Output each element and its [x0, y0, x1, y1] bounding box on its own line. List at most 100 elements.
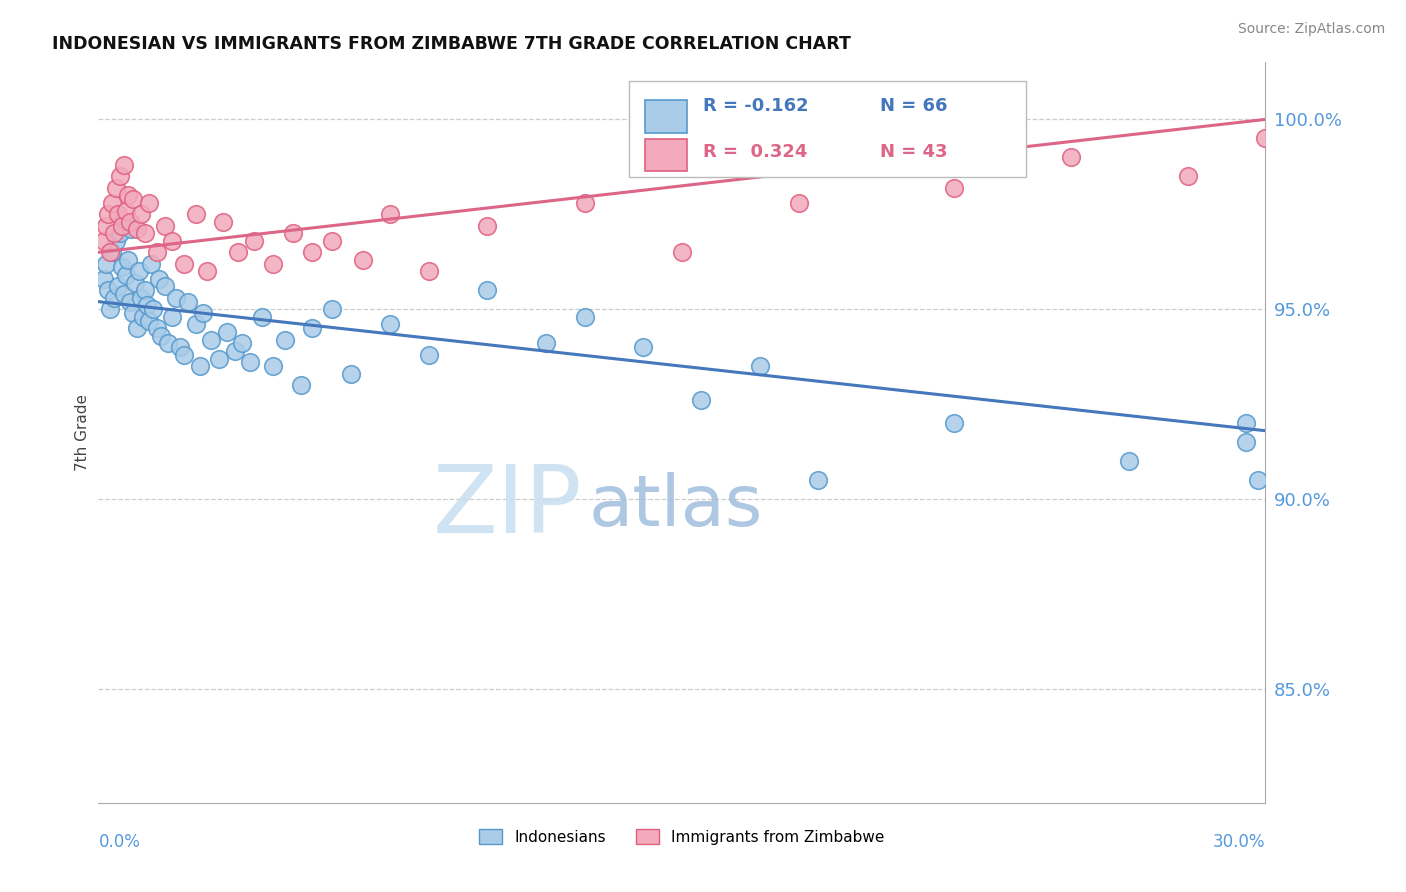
Point [107, 279, 129, 293]
Point [274, 333, 297, 347]
Point [301, 321, 323, 335]
Point [127, 222, 149, 236]
Point [117, 252, 139, 267]
Point [148, 272, 170, 286]
Point [103, 227, 125, 241]
Point [107, 207, 129, 221]
Point [121, 222, 143, 236]
Point [748, 359, 770, 374]
Point [134, 227, 156, 241]
Point [173, 348, 195, 362]
Point [149, 328, 172, 343]
Text: INDONESIAN VS IMMIGRANTS FROM ZIMBABWE 7TH GRADE CORRELATION CHART: INDONESIAN VS IMMIGRANTS FROM ZIMBABWE 7… [52, 35, 851, 53]
Point [136, 298, 159, 312]
Point [631, 340, 654, 354]
Point [340, 367, 363, 381]
Point [142, 302, 165, 317]
Point [215, 325, 238, 339]
Point [114, 268, 136, 282]
Legend: Indonesians, Immigrants from Zimbabwe: Indonesians, Immigrants from Zimbabwe [472, 822, 891, 851]
Point [787, 195, 810, 210]
Point [1060, 150, 1083, 164]
Point [239, 355, 262, 369]
Text: N = 43: N = 43 [880, 144, 948, 161]
Point [122, 192, 145, 206]
Point [146, 321, 169, 335]
Point [943, 416, 966, 430]
Point [418, 264, 440, 278]
Point [153, 279, 176, 293]
Point [93, 272, 115, 286]
Point [943, 180, 966, 194]
Point [118, 215, 141, 229]
Point [380, 207, 402, 221]
Point [477, 283, 499, 297]
Point [807, 473, 830, 487]
Point [671, 245, 693, 260]
Text: 30.0%: 30.0% [1213, 833, 1265, 851]
Point [132, 310, 155, 324]
Point [122, 306, 145, 320]
Point [118, 294, 141, 309]
Point [281, 227, 304, 241]
Point [162, 234, 184, 248]
Text: R = -0.162: R = -0.162 [703, 97, 808, 115]
Point [124, 276, 146, 290]
Point [117, 188, 139, 202]
Point [127, 321, 149, 335]
Point [301, 245, 323, 260]
Text: ZIP: ZIP [433, 460, 582, 553]
Point [101, 245, 124, 260]
Point [195, 264, 218, 278]
Point [103, 291, 125, 305]
Point [574, 310, 596, 324]
Y-axis label: 7th Grade: 7th Grade [75, 394, 90, 471]
Point [188, 359, 211, 374]
Point [380, 318, 402, 332]
Point [228, 245, 250, 260]
Point [321, 234, 343, 248]
Bar [630, 81, 1026, 178]
Point [96, 219, 118, 233]
Point [138, 195, 160, 210]
Point [231, 336, 253, 351]
Point [129, 291, 152, 305]
Point [184, 318, 207, 332]
Point [352, 252, 374, 267]
Point [290, 378, 312, 392]
Point [112, 287, 135, 301]
Point [96, 257, 118, 271]
Text: atlas: atlas [589, 472, 763, 541]
Point [193, 306, 215, 320]
Point [418, 348, 440, 362]
Point [250, 310, 273, 324]
Point [262, 359, 284, 374]
Point [98, 302, 121, 317]
Point [212, 215, 235, 229]
Point [243, 234, 266, 248]
Point [134, 283, 156, 297]
Point [157, 336, 180, 351]
Point [169, 340, 191, 354]
Point [108, 169, 131, 184]
Point [97, 207, 120, 221]
Point [112, 158, 135, 172]
Point [128, 264, 150, 278]
Point [165, 291, 187, 305]
Point [138, 313, 160, 327]
Point [1177, 169, 1199, 184]
Point [262, 257, 284, 271]
Point [224, 343, 246, 358]
Text: N = 66: N = 66 [880, 97, 948, 115]
Text: 0.0%: 0.0% [98, 833, 141, 851]
Point [208, 351, 231, 366]
Point [114, 203, 136, 218]
Point [1234, 435, 1257, 450]
Point [153, 219, 176, 233]
Point [574, 195, 596, 210]
Point [1246, 473, 1268, 487]
Point [101, 195, 124, 210]
Point [477, 219, 499, 233]
Point [1234, 416, 1257, 430]
Point [93, 234, 115, 248]
